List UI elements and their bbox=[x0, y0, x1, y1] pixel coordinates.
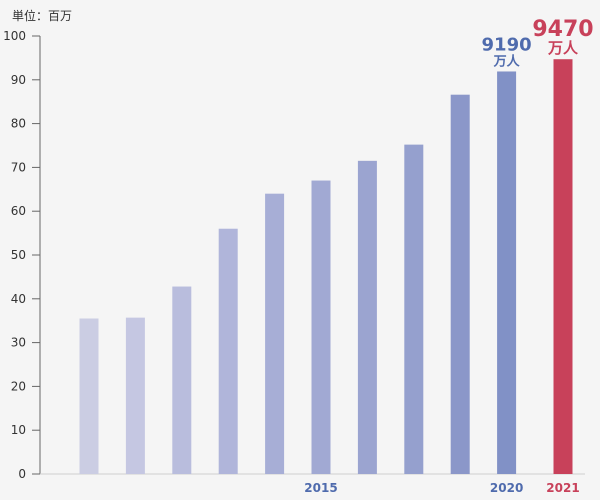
bar bbox=[125, 317, 145, 474]
y-tick-label: 80 bbox=[11, 117, 26, 131]
bar bbox=[497, 71, 517, 474]
bar bbox=[357, 160, 377, 474]
bars bbox=[79, 59, 573, 475]
annotation-value: 9190 bbox=[482, 34, 532, 55]
y-tick-label: 30 bbox=[11, 336, 26, 350]
annotation-unit: 万人 bbox=[493, 53, 521, 69]
y-tick-label: 0 bbox=[18, 467, 26, 481]
x-tick-label: 2015 bbox=[304, 481, 337, 495]
x-axis-tick-labels: 2015 2020 2021 bbox=[304, 481, 579, 495]
bar bbox=[218, 228, 238, 474]
bar bbox=[265, 193, 285, 474]
y-tick-label: 20 bbox=[11, 379, 26, 393]
annotation-value: 9470 bbox=[532, 17, 593, 42]
y-tick-label: 100 bbox=[3, 29, 26, 43]
bar bbox=[404, 144, 424, 474]
y-tick-label: 50 bbox=[11, 248, 26, 262]
x-tick-label: 2020 bbox=[490, 481, 523, 495]
x-tick-label: 2021 bbox=[546, 481, 579, 495]
bar bbox=[450, 94, 470, 474]
bar bbox=[172, 286, 192, 474]
bar bbox=[311, 180, 331, 475]
annotation-unit: 万人 bbox=[547, 39, 579, 57]
y-tick-label: 40 bbox=[11, 292, 26, 306]
unit-label: 単位：百万 bbox=[12, 8, 72, 23]
bar bbox=[553, 59, 573, 475]
y-tick-label: 10 bbox=[11, 423, 26, 437]
y-tick-label: 60 bbox=[11, 204, 26, 218]
bar bbox=[79, 318, 99, 474]
y-tick-label: 90 bbox=[11, 73, 26, 87]
y-tick-label: 70 bbox=[11, 160, 26, 174]
